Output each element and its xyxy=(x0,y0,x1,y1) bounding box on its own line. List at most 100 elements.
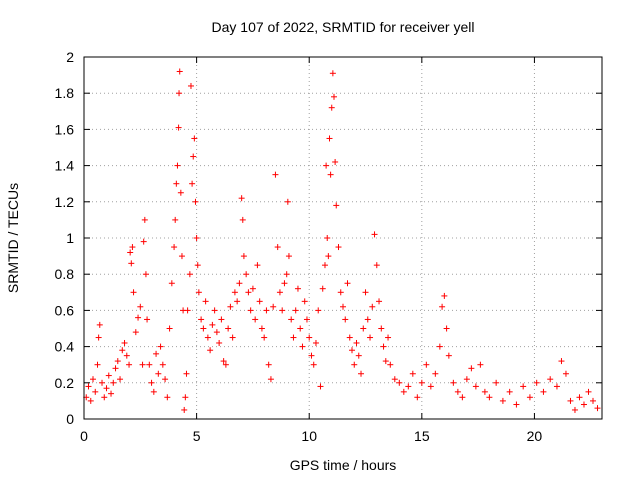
data-point xyxy=(371,231,378,238)
data-point xyxy=(114,358,121,365)
data-point xyxy=(553,383,560,390)
data-point xyxy=(254,262,261,269)
data-point xyxy=(481,388,488,395)
data-point xyxy=(344,280,351,287)
data-point xyxy=(141,216,148,223)
data-point xyxy=(526,394,533,401)
data-point xyxy=(493,379,500,386)
data-point xyxy=(247,307,254,314)
data-point xyxy=(213,329,220,336)
data-point xyxy=(279,307,286,314)
data-point xyxy=(166,325,173,332)
data-point xyxy=(168,280,175,287)
data-point xyxy=(198,316,205,323)
data-point xyxy=(349,347,356,354)
data-point xyxy=(312,339,319,346)
data-point xyxy=(142,271,149,278)
data-point xyxy=(335,244,342,251)
data-point xyxy=(450,379,457,386)
data-point xyxy=(301,298,308,305)
data-point xyxy=(351,361,358,368)
data-point xyxy=(200,325,207,332)
data-point xyxy=(121,339,128,346)
data-point xyxy=(327,171,334,178)
data-point xyxy=(323,162,330,169)
data-point xyxy=(150,388,157,395)
data-point xyxy=(454,388,461,395)
data-points xyxy=(83,68,601,413)
axis-ticks: 0 5 10 15 20 0 0.2 0.4 0.6 0.8 1 1.2 1.4 1.6 1.8 2 xyxy=(55,49,602,444)
data-point xyxy=(164,394,171,401)
data-point xyxy=(540,388,547,395)
x-tick-label: 5 xyxy=(193,428,201,444)
data-point xyxy=(358,370,365,377)
data-point xyxy=(459,394,466,401)
data-point xyxy=(177,189,184,196)
data-point xyxy=(315,307,322,314)
data-point xyxy=(468,365,475,372)
data-point xyxy=(567,397,574,404)
data-point xyxy=(90,376,97,383)
data-point xyxy=(589,397,596,404)
data-point xyxy=(267,376,274,383)
data-point xyxy=(328,104,335,111)
data-point xyxy=(204,334,211,341)
y-tick-label: 1.4 xyxy=(55,158,75,174)
data-point xyxy=(94,361,101,368)
data-point xyxy=(187,82,194,89)
data-point xyxy=(283,271,290,278)
data-point xyxy=(284,198,291,205)
data-point xyxy=(103,385,110,392)
data-point xyxy=(585,388,592,395)
data-point xyxy=(571,406,578,413)
data-point xyxy=(506,388,513,395)
data-point xyxy=(265,361,272,368)
data-point xyxy=(340,303,346,310)
data-point xyxy=(127,249,134,256)
data-point xyxy=(126,361,133,368)
data-point xyxy=(231,289,238,296)
data-point xyxy=(148,379,155,386)
data-point xyxy=(112,365,119,372)
data-point xyxy=(303,316,310,323)
data-point xyxy=(146,361,153,368)
data-point xyxy=(105,372,112,379)
data-point xyxy=(193,235,200,241)
data-point xyxy=(240,253,247,260)
data-point xyxy=(181,406,188,413)
data-point xyxy=(236,280,243,287)
data-point xyxy=(117,376,124,383)
x-tick-label: 15 xyxy=(414,428,430,444)
y-tick-label: 0.6 xyxy=(55,302,75,318)
data-point xyxy=(443,325,450,332)
data-point xyxy=(409,370,416,377)
data-point xyxy=(123,352,130,359)
data-point xyxy=(520,383,527,390)
x-axis-label: GPS time / hours xyxy=(290,457,397,473)
data-point xyxy=(362,289,369,296)
data-point xyxy=(337,289,344,296)
data-point xyxy=(137,303,144,310)
data-point xyxy=(367,334,374,341)
data-point xyxy=(445,352,452,359)
x-tick-label: 0 xyxy=(80,428,88,444)
plot-frame xyxy=(83,56,603,420)
data-point xyxy=(186,271,193,278)
data-point xyxy=(308,352,315,359)
data-point xyxy=(432,370,439,377)
data-point xyxy=(290,334,297,341)
x-tick-label: 20 xyxy=(527,428,543,444)
data-point xyxy=(182,394,189,401)
data-point xyxy=(99,379,106,386)
data-point xyxy=(110,379,117,386)
data-point xyxy=(325,253,332,260)
data-point xyxy=(346,334,353,341)
data-point xyxy=(270,303,277,310)
data-point xyxy=(364,316,371,323)
data-point xyxy=(285,253,292,260)
data-point xyxy=(414,394,421,401)
data-point xyxy=(132,329,139,336)
data-point xyxy=(562,370,569,377)
data-point xyxy=(297,325,304,332)
